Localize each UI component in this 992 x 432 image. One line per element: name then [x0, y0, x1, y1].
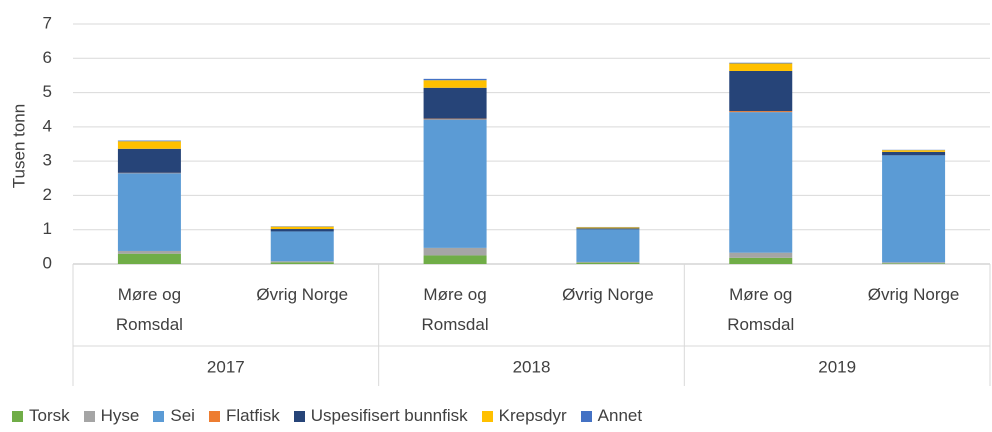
legend-item: Torsk [12, 406, 70, 426]
bar-segment [576, 229, 640, 262]
bar-segment [882, 262, 946, 264]
x-tick-label: Møre og Romsdal [115, 285, 183, 334]
legend-swatch [12, 410, 23, 422]
legend-swatch [580, 410, 592, 422]
y-axis-title: Tusen tonn [9, 104, 28, 188]
legend-label: Flatfisk [225, 406, 280, 425]
bar-segment [423, 255, 487, 264]
x-tick-label: Møre og Romsdal [421, 285, 489, 334]
bar-segment [882, 155, 946, 263]
legend-label: Sei [170, 406, 195, 425]
legend-label: Krepsdyr [498, 406, 567, 425]
group-label: 2019 [818, 357, 856, 376]
bar-segment [117, 250, 181, 254]
x-tick-label: Øvrig Norge [256, 285, 349, 304]
bar-segment [882, 150, 946, 152]
legend-label: Annet [597, 406, 643, 425]
bar-segment [882, 263, 946, 264]
legend-swatch [293, 410, 305, 422]
group-label: 2017 [207, 357, 245, 376]
x-tick-label: Møre og Romsdal [727, 285, 795, 334]
bar-segment [729, 70, 793, 112]
y-tick-label: 1 [43, 219, 52, 238]
bar-segment [576, 261, 640, 263]
bar-segment [117, 140, 181, 142]
bar-segment [423, 87, 487, 119]
legend-label: Torsk [29, 406, 70, 425]
y-tick-label: 7 [43, 13, 52, 32]
x-tick-label: Øvrig Norge [867, 285, 960, 304]
bar-segment [117, 141, 181, 149]
bar-segment [882, 151, 946, 156]
y-tick-label: 4 [43, 116, 52, 135]
bar-segment [270, 229, 334, 232]
bar-segment [423, 80, 487, 88]
bar-segment [270, 231, 334, 262]
bar-segment [729, 111, 793, 113]
legend-item: Hyse [83, 406, 140, 426]
bar-segment [729, 63, 793, 71]
group-label: 2018 [513, 357, 551, 376]
legend-item: Sei [153, 406, 195, 426]
legend: Torsk Hyse Sei Flatfisk Uspesifisert bunnfis… [12, 406, 642, 426]
y-tick-label: 5 [43, 82, 52, 101]
bar-segment [270, 226, 334, 230]
bar-segment [729, 62, 793, 64]
legend-swatch [153, 410, 165, 422]
legend-swatch [481, 410, 493, 422]
y-tick-label: 6 [43, 48, 52, 67]
bar-segment [117, 173, 181, 251]
bar-segment [423, 247, 487, 256]
bar-segment [117, 148, 181, 173]
bar-segment [423, 119, 487, 248]
bar-segment [423, 78, 487, 81]
legend-item: Krepsdyr [481, 406, 567, 426]
bar-segment [576, 262, 640, 264]
bar-segment [729, 112, 793, 253]
legend-label: Hyse [100, 406, 140, 425]
y-tick-label: 0 [43, 253, 52, 272]
y-tick-label: 3 [43, 151, 52, 170]
y-tick-label: 2 [43, 185, 52, 204]
x-tick-label: Øvrig Norge [562, 285, 654, 304]
legend-swatch [83, 410, 95, 422]
bar-segment [423, 118, 487, 120]
bar-segment [576, 228, 640, 230]
legend-swatch [208, 410, 220, 422]
bar-segment [270, 261, 334, 263]
legend-item: Annet [580, 406, 643, 426]
bar-segment [117, 253, 181, 264]
bar-segment [729, 257, 793, 264]
legend-label: Uspesifisert bunnfisk [310, 406, 468, 425]
legend-item: Flatfisk [208, 406, 280, 426]
bar-segment [729, 252, 793, 258]
legend-item: Uspesifisert bunnfisk [293, 406, 468, 426]
bar-segment [576, 227, 640, 229]
bar-segment [270, 262, 334, 264]
